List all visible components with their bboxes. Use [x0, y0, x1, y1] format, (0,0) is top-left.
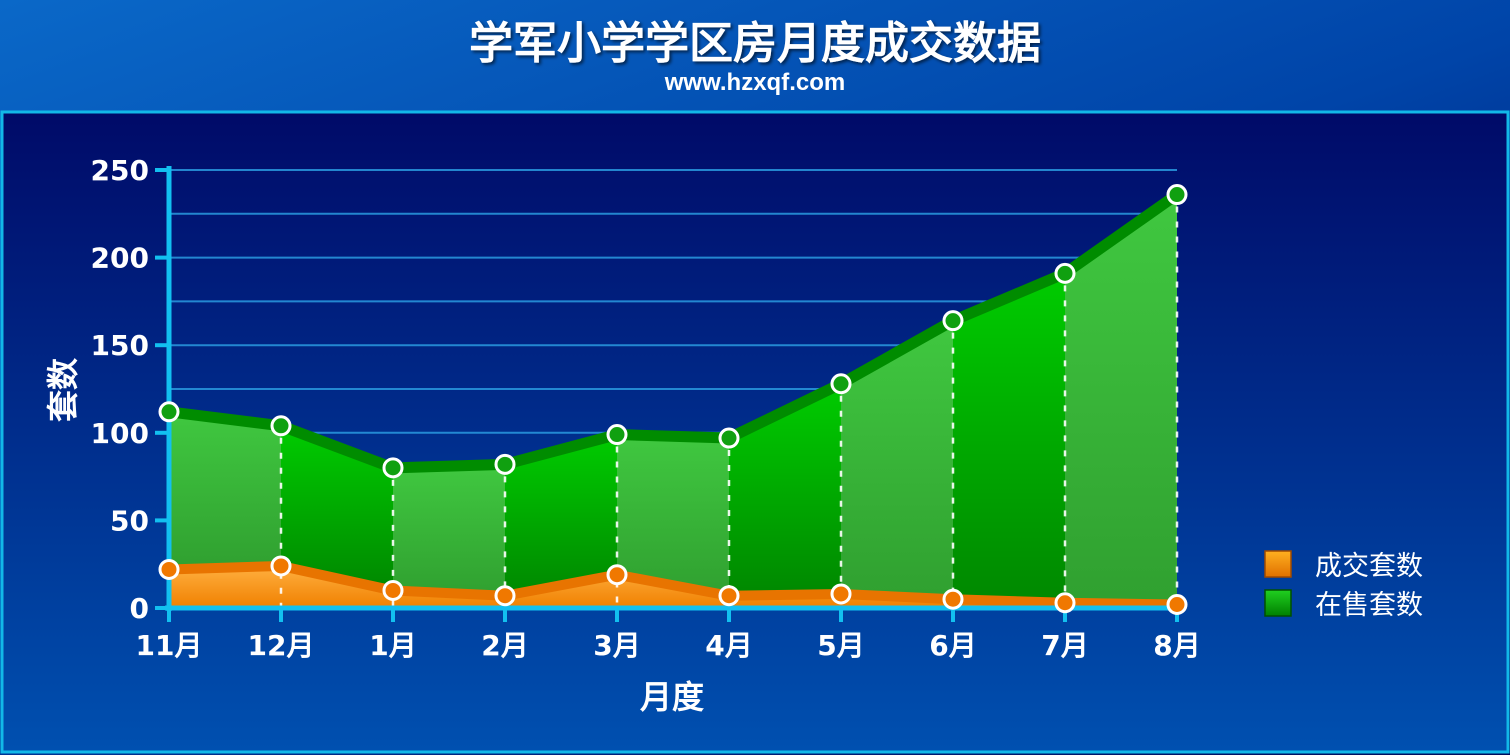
x-axis-title: 月度 [640, 678, 704, 716]
point-listings [1166, 184, 1188, 206]
axes [155, 166, 1181, 622]
area-segment-listings [953, 273, 1065, 603]
y-tick-label: 200 [91, 242, 149, 275]
point-listings [830, 373, 852, 395]
y-tick-labels: 0 50 100 150 200 250 [91, 154, 149, 625]
legend-label-listings: 在售套数 [1315, 590, 1423, 621]
legend-swatch-green [1264, 589, 1292, 617]
y-tick-label: 0 [130, 592, 149, 625]
y-axis-title: 套数 [44, 357, 82, 422]
point-deals [270, 555, 292, 577]
area-segment-listings [617, 434, 729, 596]
x-tick-label: 2月 [481, 629, 528, 662]
area-segment-listings [729, 383, 841, 596]
legend: 成交套数 在售套数 [1264, 550, 1423, 621]
line-deals [168, 560, 1178, 610]
legend-swatch-orange [1264, 550, 1292, 578]
chart-title: 学军小学学区房月度成交数据 [469, 18, 1041, 69]
chart-subtitle: www.hzxqf.com [664, 69, 845, 96]
point-listings [1054, 262, 1076, 284]
x-tick-label: 11月 [136, 629, 203, 662]
category-dividers [279, 206, 1179, 606]
point-listings [494, 453, 516, 475]
line-listings [168, 190, 1181, 474]
x-tick-label: 6月 [929, 629, 976, 662]
x-tick-label: 3月 [593, 629, 640, 662]
point-deals [830, 583, 852, 605]
point-listings [382, 457, 404, 479]
point-deals [494, 585, 516, 607]
point-deals [942, 588, 964, 610]
point-listings [158, 401, 180, 423]
point-deals [1166, 593, 1188, 615]
x-tick-labels: 11月 12月 1月 2月 3月 4月 5月 6月 7月 8月 [136, 629, 1201, 662]
series-lines [168, 190, 1181, 610]
area-segment-listings [841, 320, 953, 600]
point-listings [270, 415, 292, 437]
y-tick-label: 100 [91, 417, 149, 450]
point-listings [718, 427, 740, 449]
point-deals [1054, 592, 1076, 614]
area-segment-listings [505, 434, 617, 596]
point-listings [942, 310, 964, 332]
point-deals [718, 585, 740, 607]
point-deals [158, 558, 180, 580]
point-deals [382, 579, 404, 601]
series-points [158, 184, 1188, 615]
area-segment-listings [169, 411, 281, 570]
point-deals [606, 564, 628, 586]
area-segment-listings [281, 425, 393, 591]
area-segment-listings [393, 464, 505, 596]
point-listings [606, 424, 628, 446]
y-tick-label: 250 [91, 154, 149, 187]
area-segment-listings [1065, 194, 1177, 605]
y-tick-label: 50 [110, 504, 149, 537]
x-tick-label: 1月 [369, 629, 416, 662]
x-tick-label: 5月 [817, 629, 864, 662]
y-tick-label: 150 [91, 329, 149, 362]
x-tick-label: 4月 [705, 629, 752, 662]
x-tick-label: 7月 [1041, 629, 1088, 662]
x-tick-label: 8月 [1153, 629, 1200, 662]
x-tick-label: 12月 [248, 629, 315, 662]
legend-label-deals: 成交套数 [1315, 551, 1423, 582]
